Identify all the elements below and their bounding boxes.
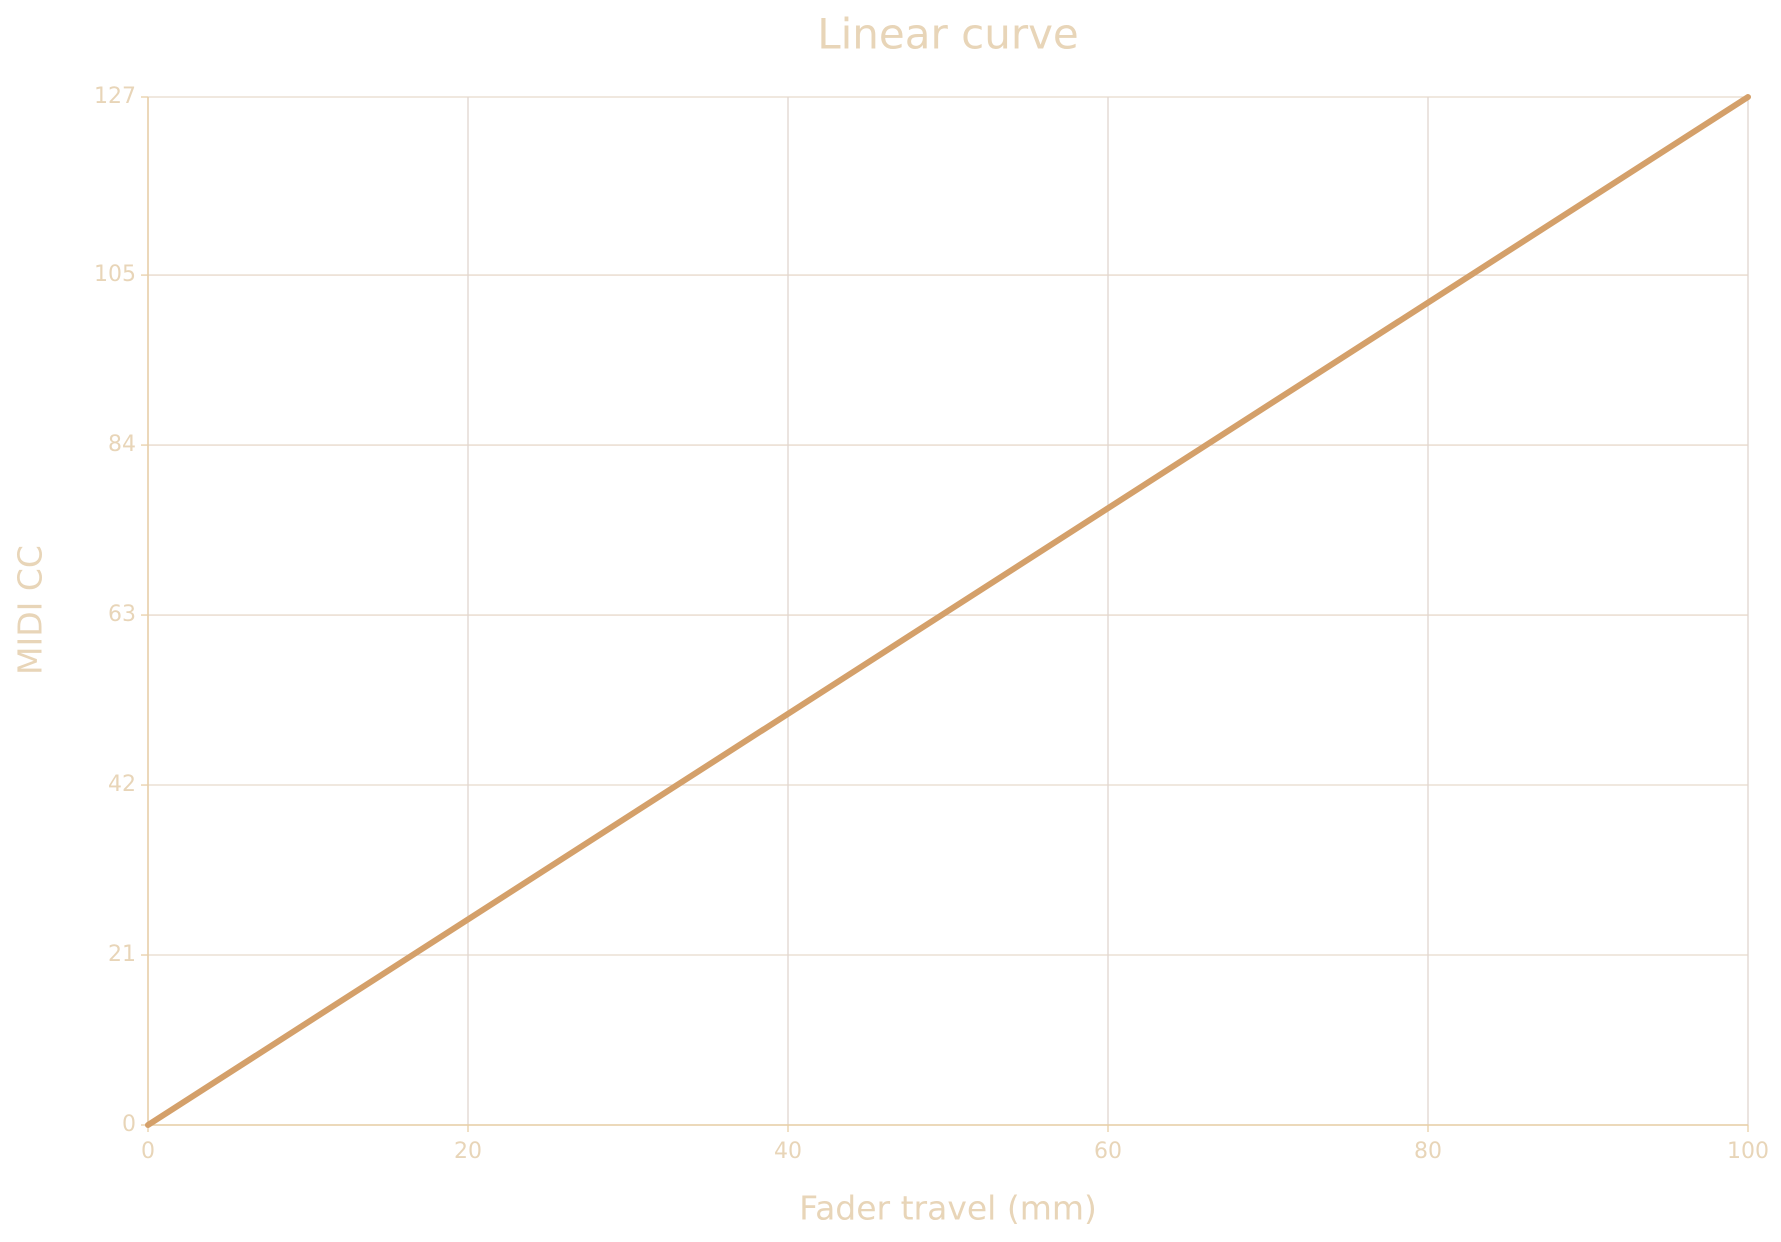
y-tick-label: 84 [108, 432, 136, 457]
x-tick-label: 0 [141, 1139, 155, 1164]
y-tick-label: 105 [94, 262, 136, 287]
y-tick-label: 127 [94, 84, 136, 109]
x-tick-label: 100 [1727, 1139, 1769, 1164]
y-tick-label: 0 [122, 1112, 136, 1137]
chart-title: Linear curve [817, 10, 1079, 59]
y-tick-label: 42 [108, 772, 136, 797]
y-tick-label: 21 [108, 942, 136, 967]
x-tick-label: 20 [454, 1139, 482, 1164]
y-tick-label: 63 [108, 602, 136, 627]
data-line [145, 94, 1751, 1128]
x-tick-label: 80 [1414, 1139, 1442, 1164]
y-axis-label: MIDI CC [11, 545, 50, 675]
x-tick-label: 60 [1094, 1139, 1122, 1164]
x-tick-label: 40 [774, 1139, 802, 1164]
x-axis-label: Fader travel (mm) [799, 1189, 1097, 1228]
